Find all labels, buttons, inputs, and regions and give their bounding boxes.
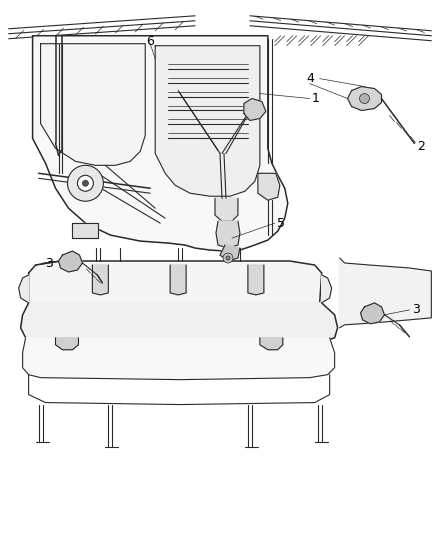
Text: 1: 1 — [312, 92, 320, 105]
Polygon shape — [258, 173, 280, 200]
Circle shape — [78, 175, 93, 191]
Polygon shape — [59, 251, 82, 272]
Polygon shape — [348, 86, 381, 110]
Text: 2: 2 — [417, 140, 425, 153]
Text: 6: 6 — [146, 35, 154, 48]
Polygon shape — [41, 44, 145, 165]
Polygon shape — [215, 198, 238, 221]
Polygon shape — [92, 265, 108, 295]
Polygon shape — [248, 265, 264, 295]
Polygon shape — [360, 303, 385, 324]
Polygon shape — [339, 258, 431, 328]
Polygon shape — [21, 303, 338, 346]
Circle shape — [223, 253, 233, 263]
Polygon shape — [23, 338, 335, 379]
Polygon shape — [220, 245, 240, 261]
Polygon shape — [72, 223, 99, 238]
Circle shape — [67, 165, 103, 201]
Circle shape — [360, 94, 370, 103]
Circle shape — [226, 256, 230, 260]
Circle shape — [82, 180, 88, 186]
Polygon shape — [216, 221, 240, 248]
Polygon shape — [321, 275, 332, 303]
Polygon shape — [155, 46, 260, 196]
Polygon shape — [170, 265, 186, 295]
Text: 3: 3 — [413, 303, 420, 317]
Text: 4: 4 — [307, 72, 314, 85]
Polygon shape — [28, 261, 321, 318]
Text: 5: 5 — [277, 216, 285, 230]
Polygon shape — [260, 338, 283, 350]
Polygon shape — [56, 338, 78, 350]
Polygon shape — [32, 36, 288, 251]
Polygon shape — [19, 275, 28, 303]
Text: 3: 3 — [46, 256, 53, 270]
Polygon shape — [244, 99, 266, 120]
